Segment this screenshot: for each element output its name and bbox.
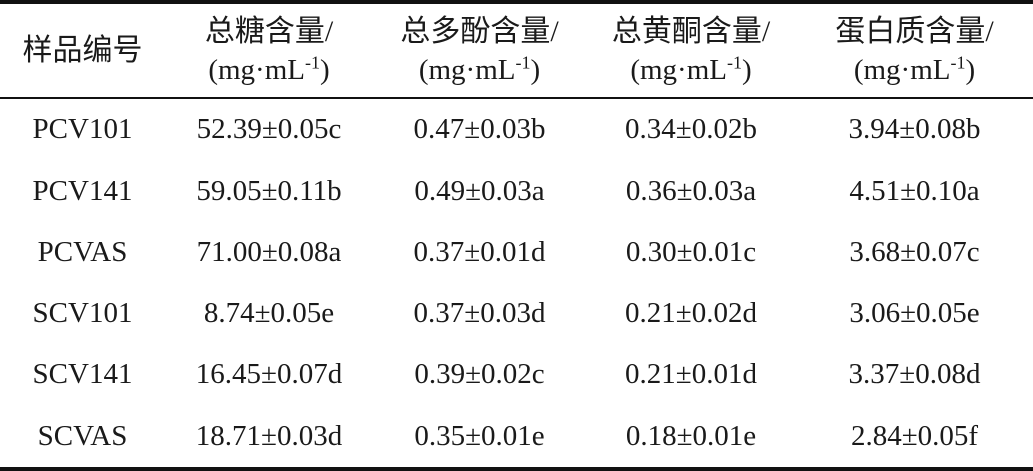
table-body: PCV101 52.39±0.05c 0.47±0.03b 0.34±0.02b… [0,98,1033,469]
cell-total-sugar: 16.45±0.07d [195,358,343,391]
col-header-unit: (mg·mL-1) [796,51,1033,89]
col-header-unit: (mg·mL-1) [373,51,586,89]
cell-total-polyphenol: 0.47±0.03b [413,113,546,146]
col-header-sample-id: 样品编号 [0,2,165,98]
unit-text: (mg·mL [853,54,951,87]
cell-sample-id: PCV141 [32,174,133,207]
header-row: 样品编号 总糖含量/ (mg·mL-1) 总多酚含量/ (mg·mL-1) 总黄… [0,2,1033,98]
cell-sample-id: SCVAS [37,419,128,452]
cell-total-polyphenol: 0.37±0.03d [413,297,546,330]
unit-superscript: -1 [515,52,531,73]
unit-text: (mg·mL [418,54,516,87]
cell-total-polyphenol: 0.39±0.02c [414,358,545,391]
cell-total-flavonoid: 0.18±0.01e [625,419,757,452]
cell-total-flavonoid: 0.30±0.01c [625,235,757,268]
cell-sample-id: PCVAS [37,235,128,268]
col-header-total-sugar: 总糖含量/ (mg·mL-1) [165,2,373,98]
cell-total-polyphenol: 0.49±0.03a [414,174,545,207]
unit-close: ) [965,54,976,87]
cell-total-sugar: 71.00±0.08a [196,235,342,268]
unit-text: (mg·mL [208,54,305,87]
table-header: 样品编号 总糖含量/ (mg·mL-1) 总多酚含量/ (mg·mL-1) 总黄… [0,2,1033,98]
unit-superscript: -1 [950,52,966,73]
col-header-total-flavonoid: 总黄酮含量/ (mg·mL-1) [586,2,796,98]
unit-superscript: -1 [304,52,320,73]
col-header-label: 总多酚含量/ [400,14,559,48]
cell-total-sugar: 18.71±0.03d [195,419,343,452]
cell-total-sugar: 52.39±0.05c [196,113,342,146]
unit-close: ) [319,54,330,87]
col-header-unit: (mg·mL-1) [586,51,796,89]
col-header-label: 样品编号 [22,33,143,67]
cell-total-polyphenol: 0.35±0.01e [414,419,545,452]
col-header-label: 总黄酮含量/ [611,14,771,48]
cell-protein: 3.94±0.08b [848,113,981,146]
table-row: SCV141 16.45±0.07d 0.39±0.02c 0.21±0.01d… [0,344,1033,405]
unit-close: ) [741,54,752,87]
cell-sample-id: SCV141 [32,358,133,391]
cell-protein: 3.68±0.07c [849,235,980,268]
unit-close: ) [530,54,541,87]
cell-total-polyphenol: 0.37±0.01d [413,235,546,268]
col-header-unit: (mg·mL-1) [165,51,373,89]
cell-protein: 4.51±0.10a [849,174,980,207]
col-header-label: 总糖含量/ [204,14,334,48]
col-header-total-polyphenol: 总多酚含量/ (mg·mL-1) [373,2,586,98]
cell-total-flavonoid: 0.21±0.01d [625,358,757,391]
table-row: SCVAS 18.71±0.03d 0.35±0.01e 0.18±0.01e … [0,406,1033,469]
unit-text: (mg·mL [630,54,727,87]
cell-total-sugar: 59.05±0.11b [196,174,342,207]
col-header-label: 蛋白质含量/ [835,14,994,48]
table-row: PCV101 52.39±0.05c 0.47±0.03b 0.34±0.02b… [0,98,1033,160]
cell-protein: 3.37±0.08d [848,358,981,391]
cell-protein: 3.06±0.05e [849,297,980,330]
unit-superscript: -1 [726,52,742,73]
cell-total-flavonoid: 0.34±0.02b [625,113,757,146]
table-row: PCV141 59.05±0.11b 0.49±0.03a 0.36±0.03a… [0,160,1033,221]
cell-protein: 2.84±0.05f [850,419,979,452]
cell-total-flavonoid: 0.36±0.03a [625,174,757,207]
table-row: PCVAS 71.00±0.08a 0.37±0.01d 0.30±0.01c … [0,222,1033,283]
cell-total-sugar: 8.74±0.05e [203,297,335,330]
col-header-protein: 蛋白质含量/ (mg·mL-1) [796,2,1033,98]
cell-sample-id: SCV101 [32,297,133,330]
cell-total-flavonoid: 0.21±0.02d [625,297,757,330]
cell-sample-id: PCV101 [32,113,133,146]
table-row: SCV101 8.74±0.05e 0.37±0.03d 0.21±0.02d … [0,283,1033,344]
